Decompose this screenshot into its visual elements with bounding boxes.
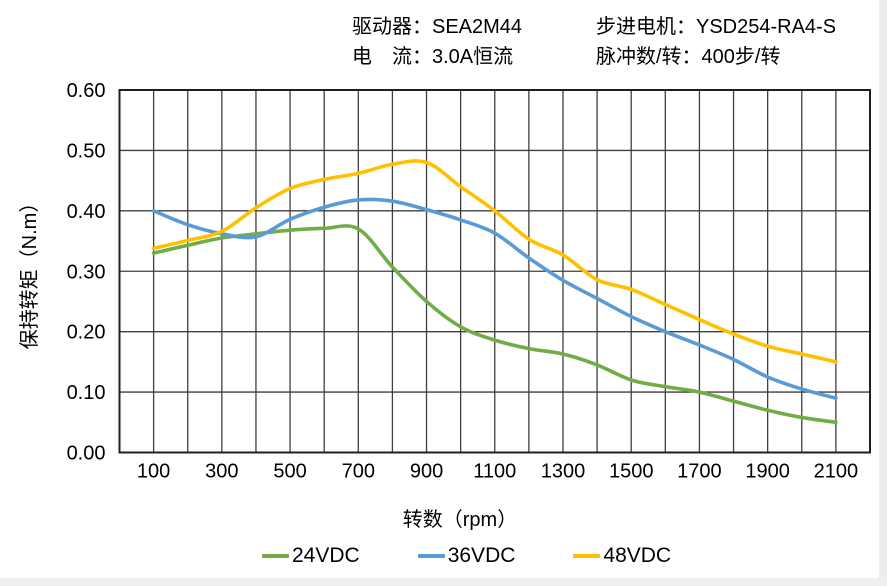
series-line-36vdc: [151, 197, 838, 400]
x-tick-label: 1300: [541, 461, 586, 483]
header-driver-block: 驱动器：SEA2M44 电 流：3.0A恒流: [352, 12, 522, 72]
x-tick-label: 900: [410, 461, 443, 483]
legend-item-36vdc: 36VDC: [417, 544, 516, 568]
x-tick-label: 700: [342, 461, 375, 483]
y-tick-label: 0.20: [67, 322, 106, 344]
y-tick-label: 0.10: [67, 382, 106, 404]
x-tick-label: 1700: [677, 461, 722, 483]
x-tick-label: 2100: [814, 461, 859, 483]
legend-label-36vdc: 36VDC: [447, 544, 516, 567]
y-axis-title: 保持转矩（N.m）: [19, 192, 41, 350]
legend: 24VDC 36VDC 48VDC: [262, 544, 671, 568]
driver-label: 驱动器：SEA2M44: [352, 16, 523, 38]
plot-border: [118, 89, 871, 454]
legend-label-48vdc: 48VDC: [603, 544, 672, 567]
legend-label-24vdc: 24VDC: [292, 544, 360, 567]
x-tick-label: 1500: [609, 461, 654, 483]
y-tick-label: 0.50: [67, 140, 106, 162]
right-edge-strip: [879, 0, 887, 586]
legend-swatch-24vdc: [262, 554, 289, 558]
x-tick-label: 500: [273, 461, 306, 483]
y-tick-label: 0.00: [67, 443, 106, 465]
motor-label: 步进电机：YSD254-RA4-S: [596, 16, 837, 38]
x-axis-title: 转数（rpm）: [402, 509, 518, 531]
y-tick-label: 0.30: [67, 261, 106, 283]
legend-swatch-36vdc: [417, 554, 445, 558]
legend-swatch-48vdc: [573, 554, 601, 558]
x-tick-label: 1900: [745, 461, 790, 483]
x-tick-label: 100: [137, 461, 170, 483]
bottom-edge-strip: [0, 578, 887, 586]
x-tick-label: 1100: [473, 461, 516, 483]
y-tick-label: 0.40: [67, 201, 106, 223]
legend-item-24vdc: 24VDC: [262, 544, 360, 568]
header-motor-block: 步进电机：YSD254-RA4-S 脉冲数/转：400步/转: [596, 12, 836, 72]
series-line-48vdc: [151, 159, 838, 364]
legend-item-48vdc: 48VDC: [573, 544, 671, 568]
current-label: 电 流：3.0A恒流: [352, 46, 514, 68]
y-tick-label: 0.60: [67, 80, 106, 102]
pulses-per-rev-label: 脉冲数/转：400步/转: [596, 46, 781, 68]
x-tick-label: 300: [205, 461, 238, 483]
